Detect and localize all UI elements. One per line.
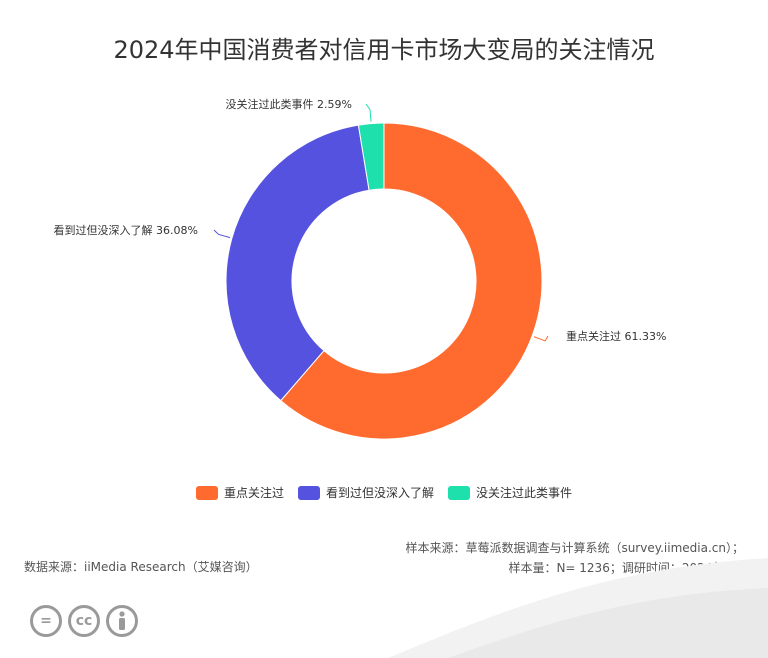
leader-line-1 [533,335,549,342]
leader-lines [213,103,549,342]
leader-line-2 [213,229,231,239]
license-icons: = cc [30,605,138,637]
legend-swatch-series3 [448,485,470,500]
footer-decoration [388,558,768,658]
data-label-1: 重点关注过 61.33% [566,329,666,343]
equals-icon: = [30,605,62,637]
legend-swatch-series2 [297,485,320,500]
donut-slice-1[interactable] [280,122,543,440]
leader-line-3 [365,103,372,122]
data-label-2: 看到过但没深入了解 36.08% [54,223,198,237]
data-source: 数据来源：iiMedia Research（艾媒咨询） [24,560,258,574]
donut-slice-2[interactable] [225,124,370,402]
legend-swatch-series1 [195,485,218,500]
donut-chart: 重点关注过 61.33% 看到过但没深入了解 36.08% 没关注过此类事件 2.5… [54,97,667,440]
cc-icon: cc [68,605,100,637]
legend-item-series3[interactable]: 没关注过此类事件 [448,484,572,501]
data-labels: 重点关注过 61.33% 看到过但没深入了解 36.08% 没关注过此类事件 2.5… [54,97,667,343]
legend-item-series1[interactable]: 重点关注过 [195,484,284,501]
person-icon [106,605,138,637]
legend-item-series2[interactable]: 看到过但没深入了解 [297,484,434,501]
legend-label-series1: 重点关注过 [223,486,284,500]
chart-title: 2024年中国消费者对信用卡市场大变局的关注情况 [113,36,655,64]
sample-source: 样本来源：草莓派数据调查与计算系统（survey.iimedia.cn）； [405,541,744,555]
legend-label-series3: 没关注过此类事件 [476,486,573,500]
legend: 重点关注过 看到过但没深入了解 没关注过此类事件 [0,484,768,501]
legend-label-series2: 看到过但没深入了解 [325,486,434,500]
donut-slice-3[interactable] [357,122,385,191]
donut-slices [225,122,543,440]
data-label-3: 没关注过此类事件 2.59% [226,97,352,111]
